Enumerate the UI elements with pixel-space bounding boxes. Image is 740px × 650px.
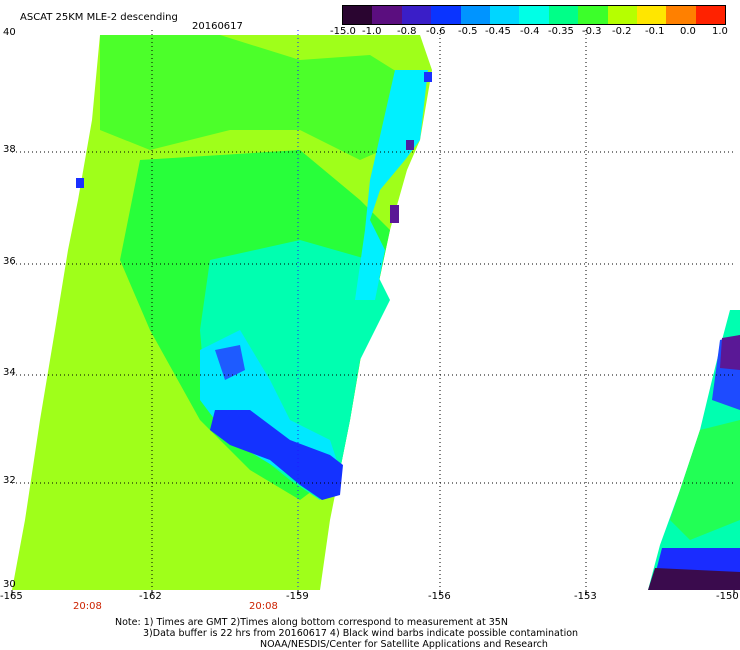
colorbar-label: -0.35	[548, 26, 574, 37]
colorbar-label: -0.6	[426, 26, 446, 37]
lon-label: -156	[428, 591, 451, 602]
lon-label: -150	[716, 591, 739, 602]
colorbar-labels: -15.0 -1.0 -0.8 -0.6 -0.5 -0.45 -0.4 -0.…	[330, 26, 735, 38]
colorbar-segment	[636, 6, 667, 24]
swath-edge-pixel	[76, 178, 84, 188]
lat-label: 40	[3, 27, 16, 38]
note-line-3: NOAA/NESDIS/Center for Satellite Applica…	[260, 639, 548, 650]
colorbar-label: -0.8	[397, 26, 417, 37]
colorbar-label: 0.0	[680, 26, 696, 37]
colorbar-label: -1.0	[362, 26, 382, 37]
map-gridlines	[12, 30, 734, 590]
note-line-2: 3)Data buffer is 22 hrs from 20160617 4)…	[143, 628, 579, 639]
swath-blue-small	[215, 345, 245, 380]
colorbar-label: -0.4	[520, 26, 540, 37]
lat-label: 38	[3, 144, 16, 155]
swath-right-green	[670, 420, 740, 540]
swath-edge-cyan	[355, 70, 428, 300]
axis-ticks	[11, 590, 735, 595]
swath-edge-pixel	[390, 205, 399, 223]
colorbar-label: -15.0	[330, 26, 356, 37]
colorbar-segment	[460, 6, 490, 24]
colorbar-label: -0.1	[645, 26, 665, 37]
product-date: 20160617	[192, 21, 243, 32]
colorbar-segment	[431, 6, 461, 24]
colorbar-segment	[548, 6, 579, 24]
lon-label: -159	[286, 591, 309, 602]
swath-right-blue-low	[655, 548, 740, 575]
time-label: 20:08	[73, 601, 102, 612]
colorbar-segment	[372, 6, 402, 24]
swath-edge-pixel	[406, 140, 414, 150]
colorbar-segment	[489, 6, 520, 24]
swath-edge-pixel	[424, 72, 432, 82]
colorbar-segment	[519, 6, 549, 24]
colorbar-segment	[607, 6, 637, 24]
lon-label: -162	[139, 591, 162, 602]
lat-label: 32	[3, 475, 16, 486]
colorbar	[342, 5, 726, 25]
swath-green-upper	[100, 35, 410, 160]
colorbar-segment	[343, 6, 373, 24]
note-line-1: Note: 1) Times are GMT 2)Times along bot…	[115, 617, 508, 628]
swath-right-purple-top	[720, 335, 740, 370]
colorbar-label: -0.3	[582, 26, 602, 37]
lat-label: 36	[3, 256, 16, 267]
colorbar-label: 1.0	[712, 26, 728, 37]
swath-right-dark	[648, 568, 740, 590]
swath-blue-core	[210, 410, 343, 500]
colorbar-segment	[578, 6, 608, 24]
colorbar-segment	[695, 6, 726, 24]
colorbar-segment	[401, 6, 432, 24]
colorbar-label: -0.5	[458, 26, 478, 37]
time-label: 20:08	[249, 601, 278, 612]
colorbar-label: -0.2	[612, 26, 632, 37]
colorbar-label: -0.45	[485, 26, 511, 37]
lat-label: 30	[3, 579, 16, 590]
lat-label: 34	[3, 367, 16, 378]
lon-label: -153	[574, 591, 597, 602]
colorbar-segment	[666, 6, 696, 24]
product-title: ASCAT 25KM MLE-2 descending	[20, 12, 178, 23]
lon-label: -165	[0, 591, 23, 602]
